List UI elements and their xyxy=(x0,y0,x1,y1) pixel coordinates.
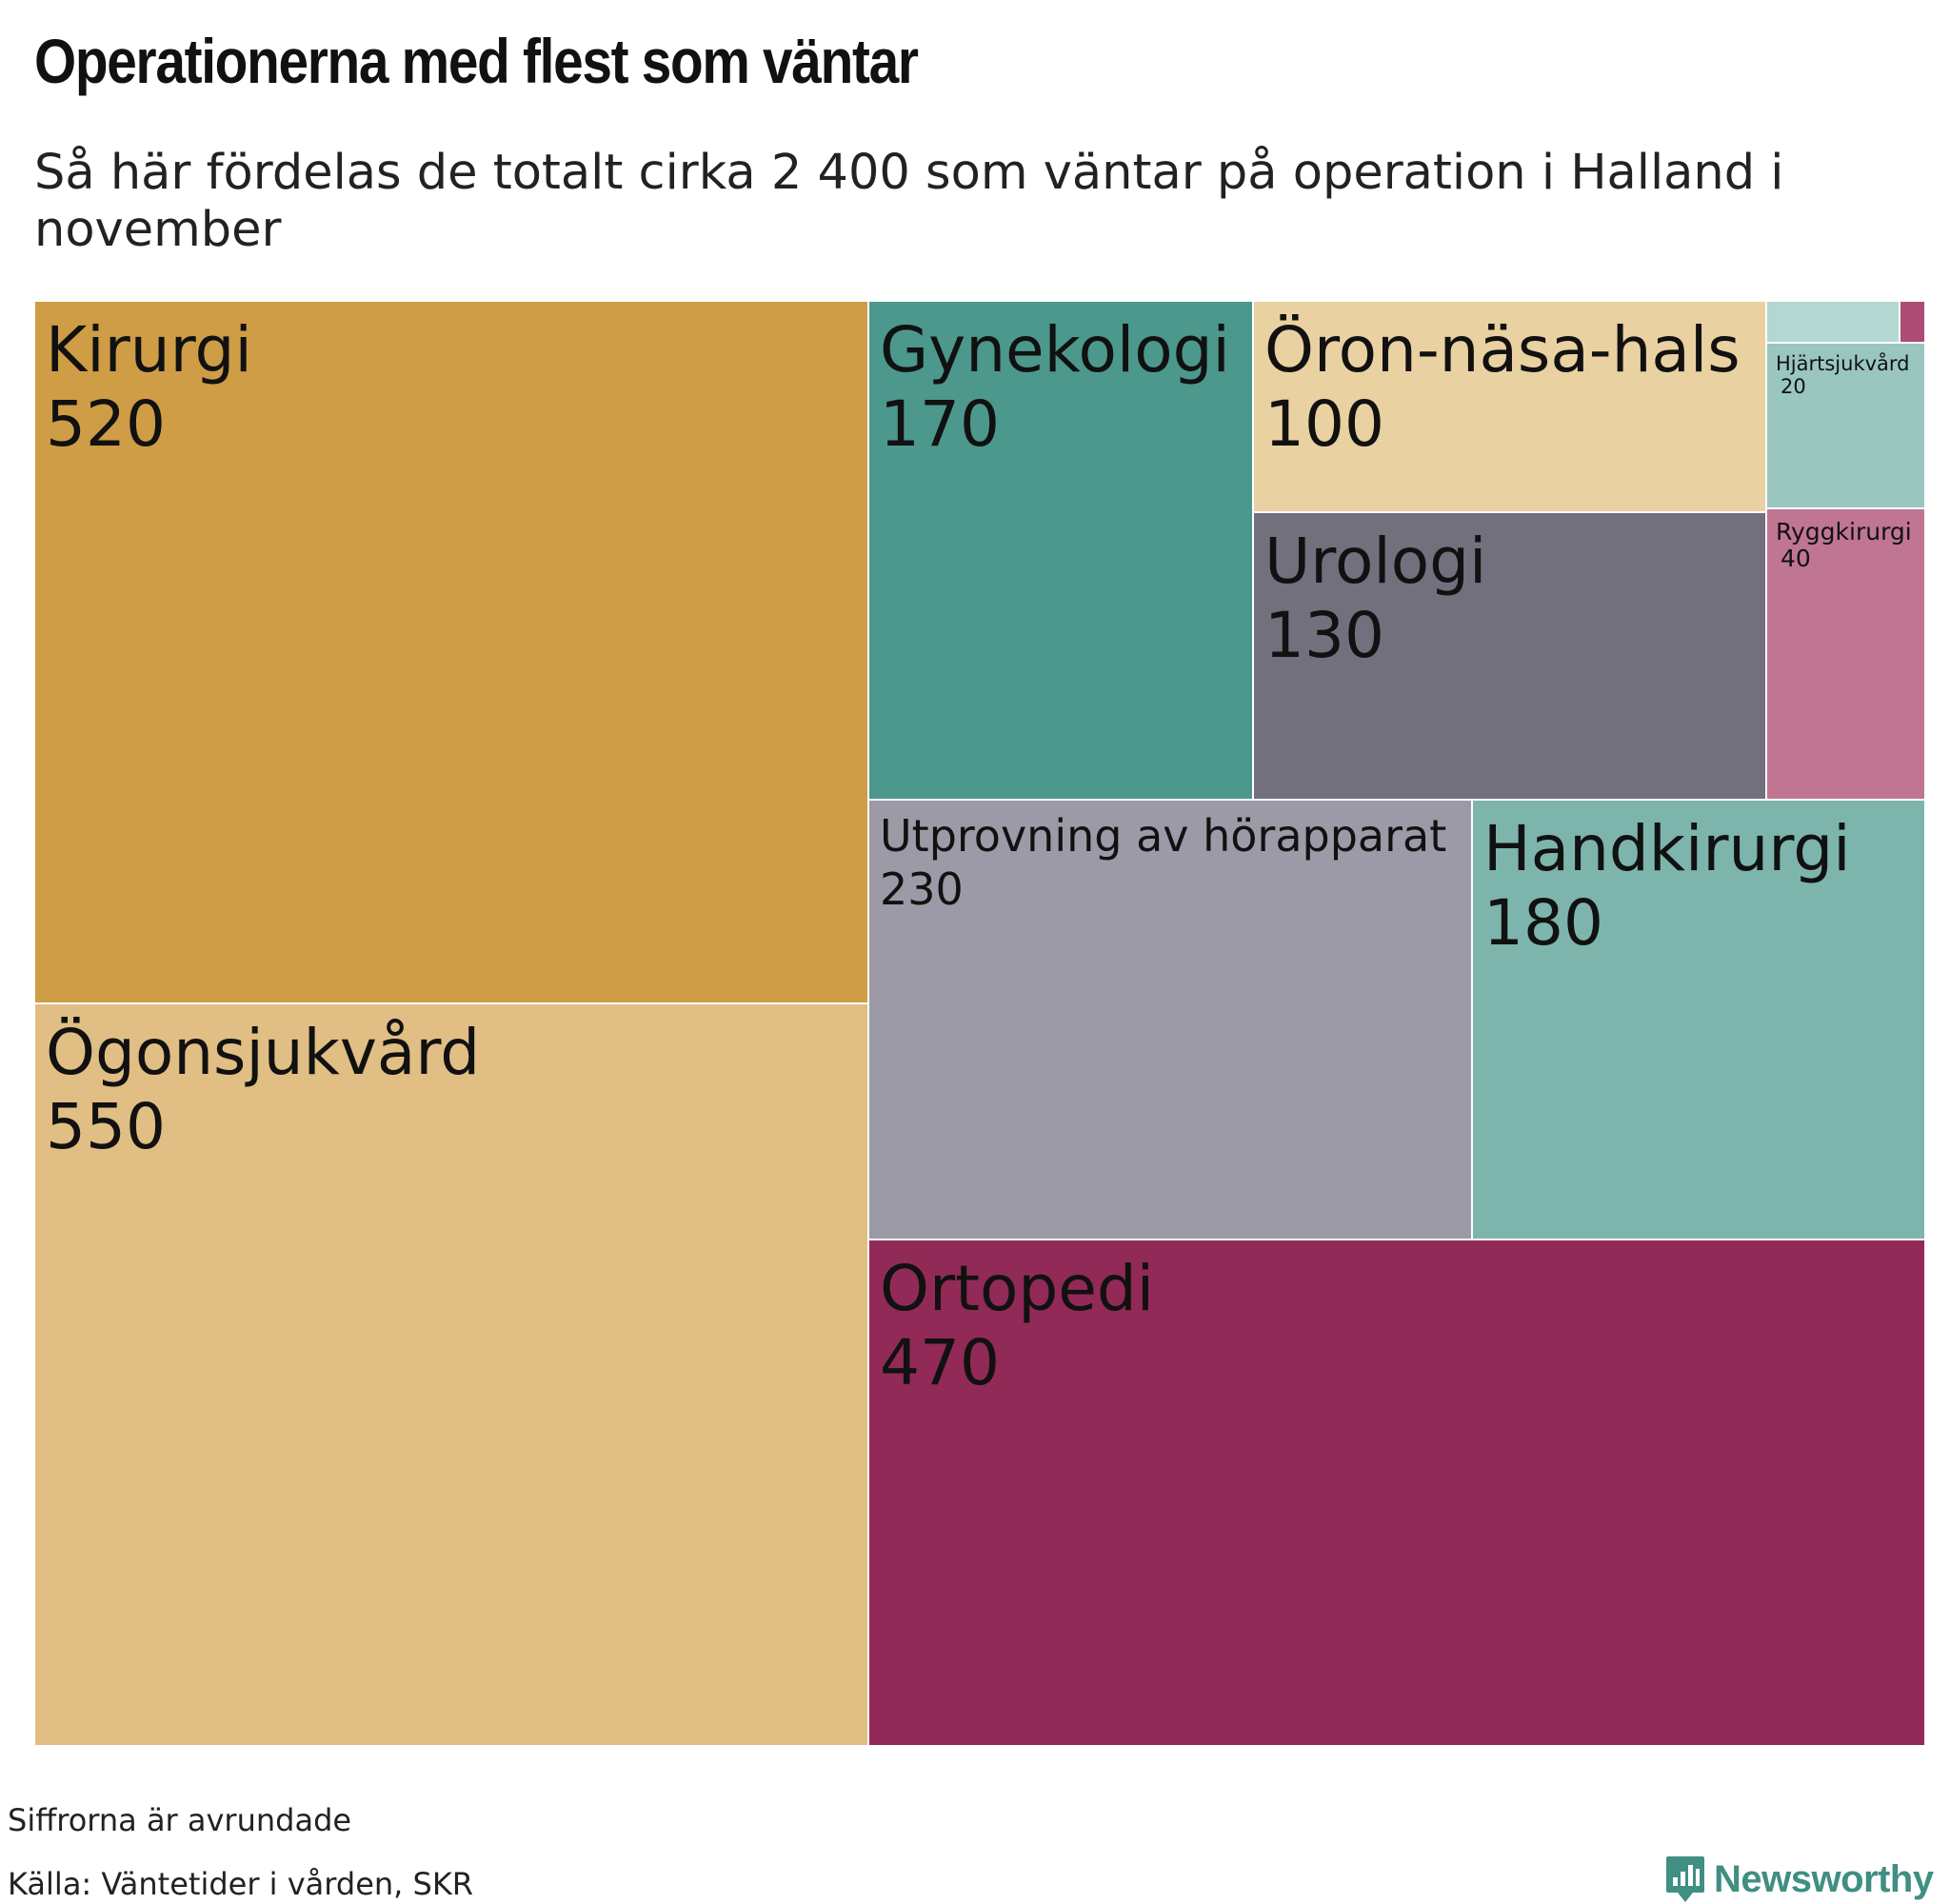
brand-name: Newsworthy xyxy=(1714,1857,1934,1900)
treemap-cell-utprovning-av-horapparat xyxy=(867,799,1473,1240)
treemap-label-urologi: Urologi xyxy=(1264,525,1486,598)
treemap-cell-handkirurgi xyxy=(1471,799,1926,1240)
treemap-cell-ogonsjukvard xyxy=(33,1002,869,1747)
treemap-cell-unlabeled-1 xyxy=(1765,300,1900,344)
treemap-label-handkirurgi: Handkirurgi xyxy=(1483,812,1851,885)
chart-subtitle: Så här fördelas de totalt cirka 2 400 so… xyxy=(34,145,1784,258)
treemap-cell-unlabeled-2 xyxy=(1899,300,1926,344)
treemap-label-ogonsjukvard: Ögonsjukvård xyxy=(46,1016,480,1089)
treemap-value-urologi: 130 xyxy=(1264,599,1384,672)
treemap-value-gynekologi: 170 xyxy=(880,387,1000,461)
chart-title: Operationerna med flest som väntar xyxy=(34,26,919,96)
treemap-value-ryggkirurgi: 40 xyxy=(1781,545,1811,572)
treemap-label-gynekologi: Gynekologi xyxy=(880,313,1230,387)
treemap-cell-ortopedi xyxy=(867,1239,1926,1747)
treemap-label-utprovning-av-horapparat: Utprovning av hörapparat xyxy=(880,810,1446,862)
treemap-value-handkirurgi: 180 xyxy=(1483,886,1603,960)
treemap-value-oron-nasa-hals: 100 xyxy=(1264,387,1384,461)
treemap-value-ogonsjukvard: 550 xyxy=(46,1090,166,1163)
rounding-note: Siffrorna är avrundade xyxy=(8,1802,352,1838)
treemap-value-utprovning-av-horapparat: 230 xyxy=(880,863,964,915)
treemap-label-oron-nasa-hals: Öron-näsa-hals xyxy=(1264,313,1741,387)
treemap-label-hjartsjukvard: Hjärtsjukvård xyxy=(1776,351,1910,375)
source-note: Källa: Väntetider i vården, SKR xyxy=(8,1866,474,1902)
treemap-label-kirurgi: Kirurgi xyxy=(46,313,252,387)
treemap-value-kirurgi: 520 xyxy=(46,387,166,461)
treemap-cell-hjartsjukvard xyxy=(1765,342,1926,509)
treemap-value-hjartsjukvard: 20 xyxy=(1781,375,1806,398)
treemap-cell-ryggkirurgi xyxy=(1765,507,1926,801)
treemap-value-ortopedi: 470 xyxy=(880,1326,1000,1399)
treemap-label-ryggkirurgi: Ryggkirurgi xyxy=(1776,518,1912,545)
treemap-label-ortopedi: Ortopedi xyxy=(880,1252,1154,1325)
newsworthy-logo: Newsworthy xyxy=(1664,1854,1934,1904)
newsworthy-logo-icon xyxy=(1666,1856,1704,1902)
